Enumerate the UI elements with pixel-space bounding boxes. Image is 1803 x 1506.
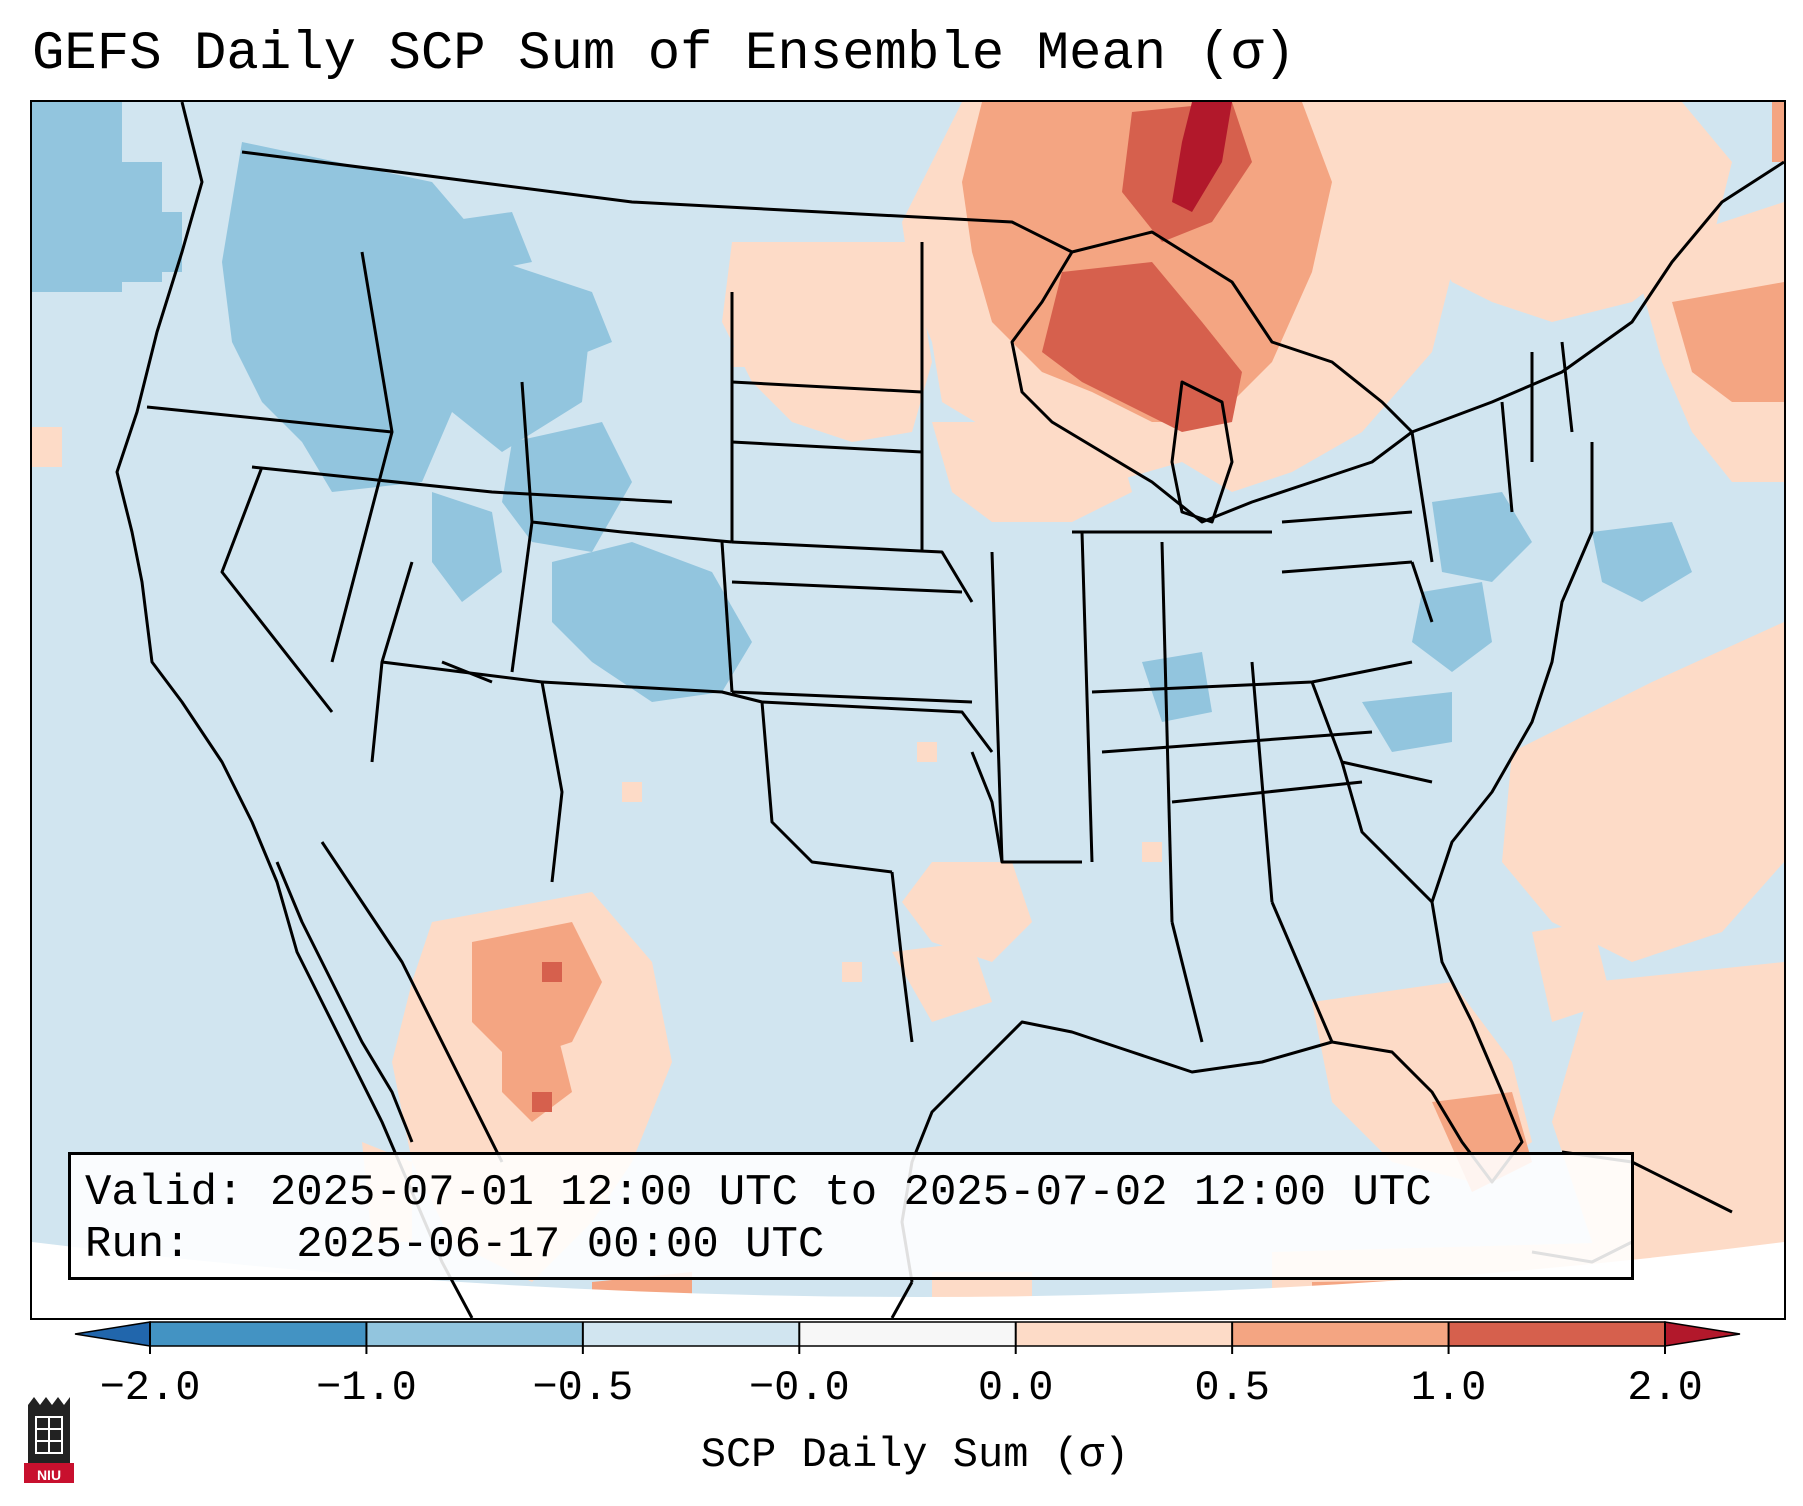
colorbar-extend-low (74, 1321, 151, 1347)
valid-value: 2025-07-01 12:00 UTC to 2025-07-02 12:00… (269, 1168, 1432, 1218)
colorbar-tick-label: 0.5 (1194, 1364, 1270, 1412)
great-lakes-warm-anomaly (722, 102, 1732, 522)
colorbar-segment (366, 1322, 584, 1346)
colorbar-segment (799, 1322, 1017, 1346)
central-rockies-blue (432, 422, 752, 702)
valid-label: Valid: (85, 1168, 244, 1218)
niu-shield-icon (24, 1397, 74, 1483)
colorbar-tick-label: 2.0 (1627, 1364, 1703, 1412)
colorbar-segment (1448, 1322, 1666, 1346)
mid-atlantic-blue (1142, 492, 1692, 752)
colorbar-extend-high (1664, 1321, 1741, 1347)
valid-line: Valid: 2025-07-01 12:00 UTC to 2025-07-0… (85, 1167, 1432, 1219)
niu-logo: NIU (22, 1395, 76, 1487)
colorbar-segment (582, 1322, 800, 1346)
colorbar-tick-label: 1.0 (1410, 1364, 1487, 1412)
colorbar-label: SCP Daily Sum (σ) (700, 1431, 1130, 1479)
colorbar-segment (1015, 1322, 1233, 1346)
northern-rockies-blue (222, 142, 612, 492)
run-value: 2025-06-17 00:00 UTC (296, 1220, 825, 1270)
northeast-warm-anomaly (1632, 102, 1784, 482)
western-atlantic-warm (1502, 622, 1784, 1318)
run-line: Run: 2025-06-17 00:00 UTC (85, 1219, 824, 1271)
colorbar-tick-label: −1.0 (316, 1364, 417, 1412)
boundaries (115, 102, 1784, 1318)
colorbar-segment (1232, 1322, 1450, 1346)
projection-edge (32, 1242, 1784, 1318)
colorbar-tick-label: −2.0 (99, 1364, 201, 1412)
map-canvas (32, 102, 1784, 1318)
pacific-blue-patch (32, 102, 182, 292)
map-panel[interactable]: Valid: 2025-07-01 12:00 UTC to 2025-07-0… (30, 100, 1786, 1320)
colorbar-tick-label: −0.5 (532, 1364, 634, 1412)
scattered-warm-cells (32, 347, 1162, 982)
colorbar (74, 1321, 1741, 1354)
logo-text: NIU (36, 1467, 62, 1483)
run-label: Run: (85, 1220, 191, 1270)
valid-run-info-box: Valid: 2025-07-01 12:00 UTC to 2025-07-0… (68, 1152, 1634, 1280)
colorbar-tick-label: 0.0 (977, 1364, 1054, 1412)
colorbar-segment (150, 1322, 367, 1346)
map-title: GEFS Daily SCP Sum of Ensemble Mean (σ) (32, 24, 1296, 85)
colorbar-tick-label: −0.0 (748, 1364, 850, 1412)
